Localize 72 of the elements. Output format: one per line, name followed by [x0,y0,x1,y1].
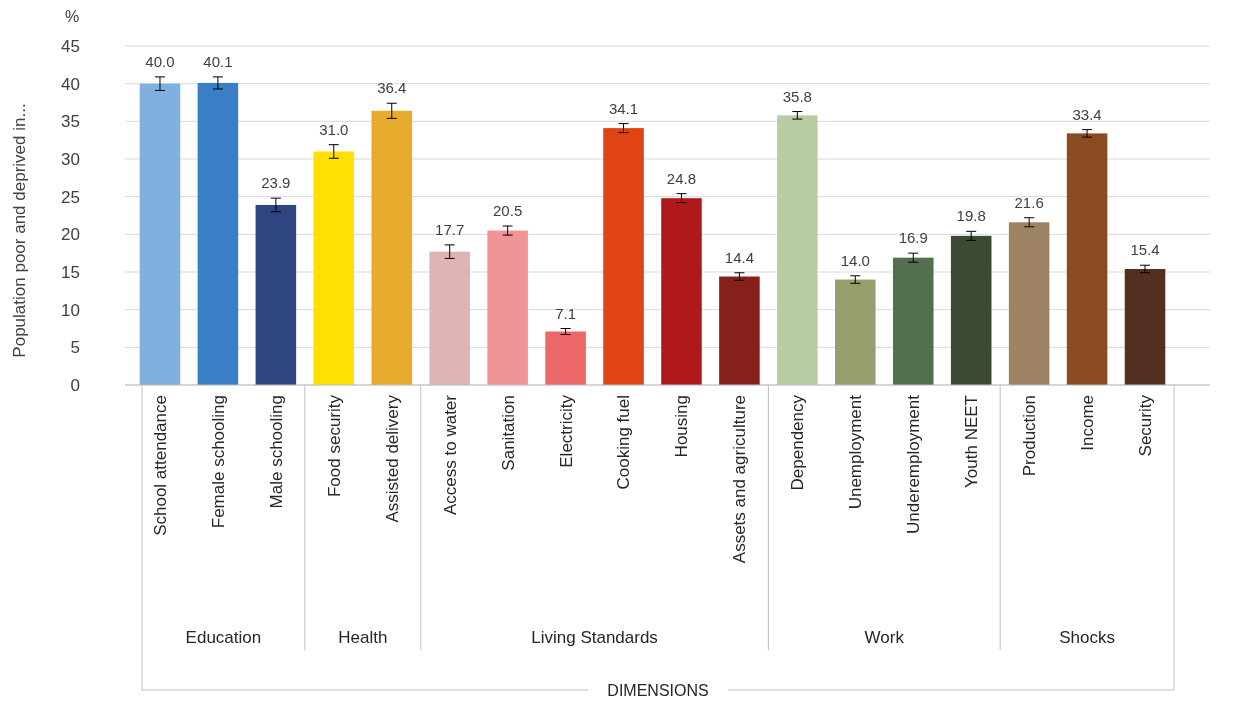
data-label: 35.8 [782,87,812,105]
bar [892,257,934,385]
x-tick-label: Cooking fuel [614,395,634,490]
bar [313,151,355,385]
x-tick-label: Female schooling [208,395,228,529]
text: Work [864,628,905,647]
bar [1008,222,1050,385]
bar [1066,133,1108,385]
bar [719,276,760,385]
x-tick-label: Male schooling [266,395,286,509]
data-label: 40.1 [203,52,233,70]
x-tick-label: Production [1020,395,1040,477]
x-tick-label: Income [1078,395,1098,451]
data-label: 20.5 [493,202,523,220]
bar [197,82,239,385]
x-tick-label: Security [1135,394,1155,457]
y-tick-label: 35 [61,112,80,132]
y-tick-label: 30 [61,149,80,169]
bar [603,128,644,385]
text: DIMENSIONS [607,681,709,699]
bar [950,235,992,385]
y-tick-label: 25 [61,187,80,207]
y-tick-label: 10 [61,300,80,320]
x-tick-label: Assets and agriculture [730,395,750,564]
data-label: 31.0 [319,120,349,138]
x-tick-label: Housing [672,395,692,458]
data-label: 33.4 [1072,105,1102,123]
x-tick-label: Unemployment [846,394,866,510]
y-tick-label: 15 [61,262,80,282]
bar [487,230,528,385]
data-label: 40.0 [145,52,175,70]
data-label: 15.4 [1130,241,1160,259]
text: Health [338,628,388,647]
bar [139,83,181,385]
data-label: 23.9 [261,174,291,192]
data-label: 34.1 [608,99,639,117]
text: Education [185,628,262,647]
x-tick-label: Electricity [556,394,576,468]
x-tick-label: Food security [324,394,344,498]
y-tick-label: 5 [70,338,80,358]
x-tick-label: Youth NEET [962,395,982,488]
data-label: 36.4 [377,79,407,97]
data-label: 14.4 [724,248,755,266]
x-tick-label: Sanitation [498,395,518,471]
y-tick-label: 0 [70,375,80,395]
data-label: 19.8 [956,207,986,225]
bar [429,251,470,385]
text: Shocks [1059,628,1115,647]
bar [255,204,297,385]
y-tick-label: 20 [61,225,80,245]
x-tick-label: Underemployment [904,394,924,534]
bar [545,331,586,385]
data-label: 16.9 [898,229,928,247]
bar [371,110,413,385]
text: Living Standards [531,628,658,647]
bar [777,115,818,385]
bar [1124,268,1166,385]
bar [835,279,876,385]
x-tick-label: School attendance [150,395,170,536]
data-label: 24.8 [666,169,697,187]
data-label: 17.7 [435,220,465,238]
data-label: 7.1 [555,304,577,322]
y-axis-title: Population poor and deprived in... [10,103,29,358]
data-label: 14.0 [840,251,870,269]
x-tick-label: Assisted delivery [382,394,402,523]
bar [661,198,702,385]
text: % [64,8,80,25]
data-label: 21.6 [1014,193,1044,211]
y-tick-label: 40 [61,74,80,94]
x-tick-label: Dependency [788,394,808,491]
x-tick-label: Access to water [440,394,460,515]
y-tick-label: 45 [61,36,80,56]
